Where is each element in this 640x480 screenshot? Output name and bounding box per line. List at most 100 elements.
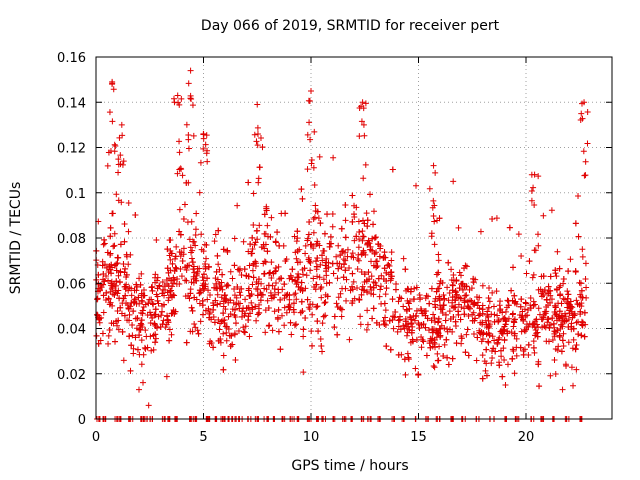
data-point	[265, 304, 272, 311]
data-point	[147, 333, 154, 340]
data-point	[554, 347, 561, 354]
x-tick-label: 10	[303, 430, 320, 445]
data-point	[510, 264, 517, 271]
data-point	[363, 288, 370, 295]
data-point	[132, 295, 139, 302]
data-point	[558, 312, 565, 319]
data-point	[212, 231, 219, 238]
data-point	[431, 241, 438, 248]
data-point	[231, 235, 238, 242]
data-point	[249, 267, 256, 274]
data-point	[250, 222, 257, 229]
data-point	[524, 312, 531, 319]
data-point	[298, 186, 305, 193]
data-point	[310, 229, 317, 236]
data-point	[316, 153, 323, 160]
data-point	[125, 200, 132, 207]
data-point	[449, 299, 456, 306]
data-point	[365, 269, 372, 276]
data-point	[329, 211, 336, 218]
x-axis-label: GPS time / hours	[291, 458, 408, 474]
data-point	[164, 312, 171, 319]
data-point	[206, 291, 213, 298]
data-point	[100, 309, 107, 316]
data-point	[262, 230, 269, 237]
data-point	[254, 142, 261, 149]
data-point	[446, 289, 453, 296]
data-point	[93, 332, 100, 339]
data-point	[140, 303, 147, 310]
data-point	[203, 241, 210, 248]
data-point	[581, 172, 588, 179]
data-point	[306, 258, 313, 265]
data-point	[261, 285, 268, 292]
data-point	[349, 300, 356, 307]
data-point	[502, 308, 509, 315]
data-point	[315, 215, 322, 222]
data-point	[387, 346, 394, 353]
data-point	[187, 290, 194, 297]
data-point	[261, 211, 268, 218]
data-point	[582, 275, 589, 282]
data-point	[151, 320, 158, 327]
data-point	[304, 235, 311, 242]
data-point	[528, 187, 535, 194]
data-point	[505, 315, 512, 322]
data-point	[408, 320, 415, 327]
data-point	[350, 278, 357, 285]
data-point	[318, 294, 325, 301]
data-point	[463, 283, 470, 290]
data-point	[578, 321, 585, 328]
data-point	[319, 320, 326, 327]
data-point	[531, 301, 538, 308]
data-point	[231, 262, 238, 269]
data-point	[402, 318, 409, 325]
data-point	[275, 306, 282, 313]
data-point	[400, 303, 407, 310]
data-point	[165, 269, 172, 276]
data-point	[232, 320, 239, 327]
data-point	[164, 265, 171, 272]
data-point	[319, 252, 326, 259]
data-point	[536, 383, 543, 390]
data-point	[361, 270, 368, 277]
data-point	[160, 286, 167, 293]
data-point	[291, 322, 298, 329]
data-point	[170, 95, 177, 102]
data-point	[115, 272, 122, 279]
data-point	[417, 305, 424, 312]
data-point	[186, 295, 193, 302]
data-point	[360, 175, 367, 182]
data-point	[383, 285, 390, 292]
data-point	[392, 280, 399, 287]
data-point	[245, 316, 252, 323]
data-point	[450, 271, 457, 278]
data-point	[456, 269, 463, 276]
data-point	[380, 275, 387, 282]
data-point	[489, 215, 496, 222]
data-point	[214, 301, 221, 308]
data-point	[566, 310, 573, 317]
data-point	[245, 285, 252, 292]
data-point	[419, 310, 426, 317]
data-point	[245, 179, 252, 186]
data-point	[104, 162, 111, 169]
x-tick-label: 5	[199, 430, 207, 445]
data-point	[497, 298, 504, 305]
data-point	[446, 308, 453, 315]
data-point	[556, 334, 563, 341]
data-point	[110, 243, 117, 250]
data-point	[189, 328, 196, 335]
data-point	[216, 326, 223, 333]
data-point	[431, 202, 438, 209]
data-point	[226, 332, 233, 339]
data-point	[380, 318, 387, 325]
data-point	[254, 227, 261, 234]
data-point	[437, 277, 444, 284]
data-point	[457, 316, 464, 323]
data-point	[238, 313, 245, 320]
data-point	[205, 264, 212, 271]
data-point	[110, 86, 117, 93]
data-point	[504, 361, 511, 368]
data-point	[121, 220, 128, 227]
